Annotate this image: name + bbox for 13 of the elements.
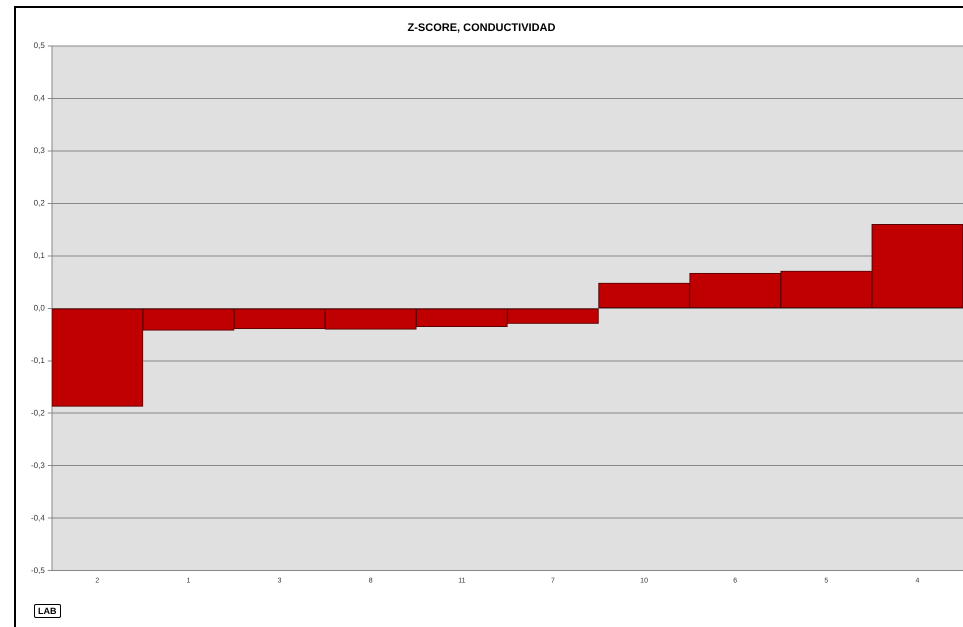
y-tick-label: 0,2 xyxy=(34,198,46,208)
y-tick-label: 0,3 xyxy=(34,146,46,156)
y-tick-label: -0,2 xyxy=(30,408,46,418)
y-tick-label: 0,1 xyxy=(34,251,46,260)
y-tick-label: -0,1 xyxy=(30,356,46,365)
y-tick-label: -0,4 xyxy=(30,513,46,522)
y-tick-label: -0,5 xyxy=(30,566,46,575)
y-tick-label: 0,4 xyxy=(34,94,46,103)
y-tick-label: 0,5 xyxy=(34,41,46,50)
y-tick-label: 0,0 xyxy=(34,304,46,313)
chart-title: Z-SCORE, CONDUCTIVIDAD xyxy=(406,22,556,34)
y-tick-label: -0,3 xyxy=(30,460,46,470)
text: LAB xyxy=(34,604,60,618)
